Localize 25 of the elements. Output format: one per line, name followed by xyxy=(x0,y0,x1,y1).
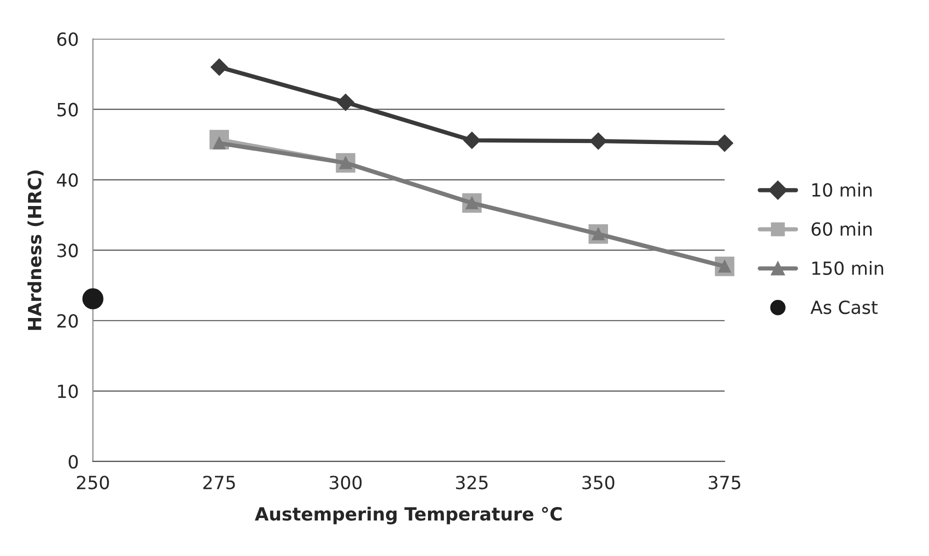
point xyxy=(210,58,228,76)
y-axis-title: HArdness (HRC) xyxy=(27,170,44,330)
legend-label: 10 min xyxy=(812,182,872,197)
legend-label: 60 min xyxy=(812,222,872,236)
point xyxy=(590,132,607,150)
x-tick-label: 300 xyxy=(330,476,362,490)
point xyxy=(716,134,734,152)
y-tick-label: 20 xyxy=(57,314,78,328)
legend-label: 150 min xyxy=(812,261,884,276)
y-tick-label: 0 xyxy=(68,454,78,469)
x-tick-label: 350 xyxy=(582,476,614,490)
y-tick-label: 60 xyxy=(57,32,78,46)
y-tick-label: 30 xyxy=(57,244,78,258)
y-tick-label: 40 xyxy=(56,173,78,187)
y-tick-label: 10 xyxy=(58,384,78,398)
x-tick-label: 375 xyxy=(708,476,740,490)
legend-label: As Cast xyxy=(810,300,878,314)
point xyxy=(463,132,480,149)
x-tick-label: 325 xyxy=(456,476,488,490)
point xyxy=(337,94,354,111)
y-tick-label: 50 xyxy=(57,102,78,116)
x-axis-title: Austempering Temperature °C xyxy=(254,506,562,524)
point xyxy=(82,288,104,310)
x-tick-label: 250 xyxy=(76,476,109,490)
x-tick-label: 275 xyxy=(203,476,235,490)
